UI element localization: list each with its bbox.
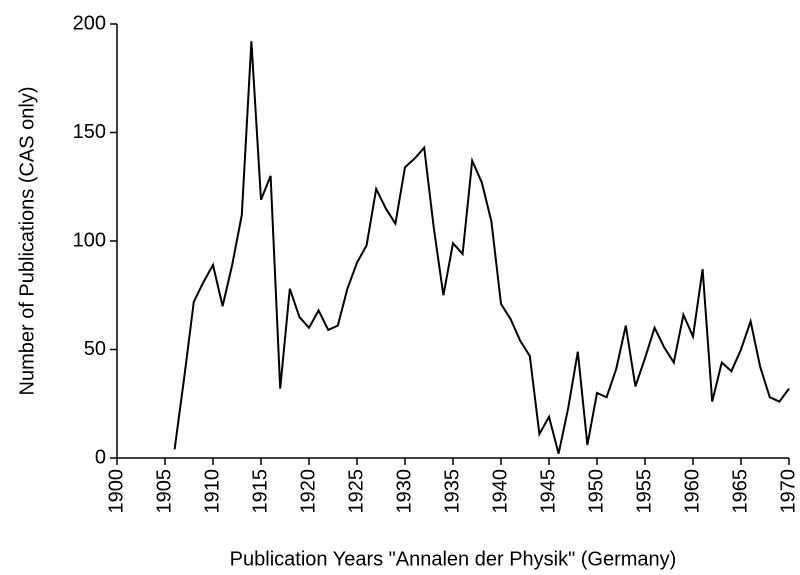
x-tick-label: 1945 — [537, 469, 559, 514]
y-axis-label: Number of Publications (CAS only) — [16, 86, 38, 395]
x-tick-label: 1960 — [681, 469, 703, 514]
x-tick-label: 1930 — [393, 469, 415, 514]
x-tick-label: 1965 — [729, 469, 751, 514]
x-tick-label: 1940 — [489, 469, 511, 514]
x-tick-label: 1905 — [153, 469, 175, 514]
data-line — [173, 41, 790, 454]
x-tick-label: 1910 — [201, 469, 223, 514]
x-tick-label: 1970 — [777, 469, 799, 514]
x-axis-label: Publication Years "Annalen der Physik" (… — [230, 548, 677, 570]
y-tick-label: 200 — [73, 12, 106, 34]
y-tick-label: 50 — [84, 338, 106, 360]
x-tick-label: 1955 — [633, 469, 655, 514]
x-tick-label: 1925 — [345, 469, 367, 514]
y-tick-label: 100 — [73, 229, 106, 251]
x-tick-label: 1915 — [249, 469, 271, 514]
x-tick-label: 1935 — [441, 469, 463, 514]
x-tick-label: 1920 — [297, 469, 319, 514]
x-tick-label: 1900 — [105, 469, 127, 514]
x-tick-label: 1950 — [585, 469, 607, 514]
y-tick-label: 0 — [95, 446, 106, 468]
y-tick-label: 150 — [73, 121, 106, 143]
